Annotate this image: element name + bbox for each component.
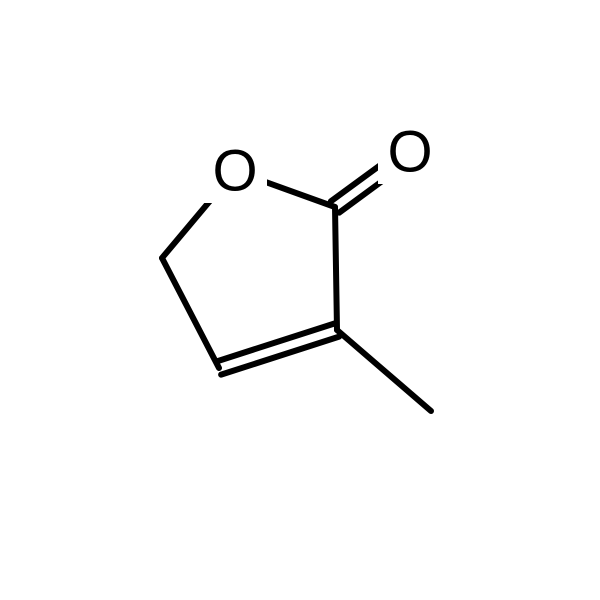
atom-labels: OO — [203, 120, 442, 204]
molecule-canvas: OO — [0, 0, 600, 600]
atom-label-O1: O — [212, 139, 257, 204]
atom-label-O3: O — [387, 120, 432, 185]
bonds — [162, 165, 431, 411]
